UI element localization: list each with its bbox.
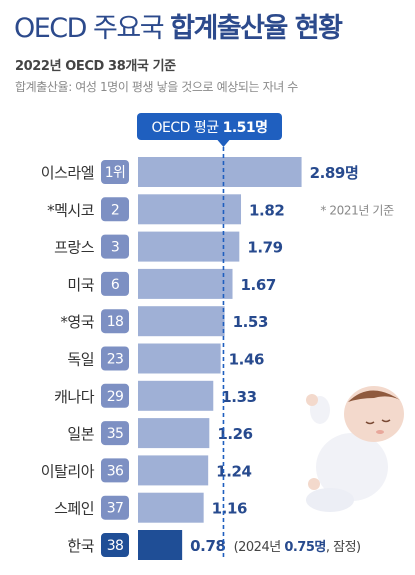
- title-light-part: OECD 주요국: [14, 13, 165, 44]
- rank-label: 29: [107, 389, 124, 405]
- rank-badge: [101, 533, 129, 557]
- category-label: *멕시코: [47, 201, 94, 219]
- category-label: 이스라엘: [41, 164, 94, 182]
- rank-badge: [101, 421, 129, 446]
- annotation-note: (2024년 0.75명, 잠정): [234, 539, 361, 555]
- bar: [138, 157, 302, 187]
- rank-label: 6: [111, 277, 120, 293]
- value-label: 1.46: [229, 351, 264, 369]
- definition-note: 합계출산율: 여성 1명이 평생 낳을 것으로 예상되는 자녀 수: [15, 80, 298, 94]
- category-label: 프랑스: [54, 239, 95, 257]
- category-label: 일본: [67, 425, 94, 443]
- value-label: 1.16: [212, 500, 247, 518]
- bar: [138, 492, 204, 523]
- rank-badge: [101, 271, 129, 296]
- oecd-average-label: OECD 평균 1.51명: [151, 119, 267, 136]
- category-label: *영국: [60, 313, 94, 331]
- rank-label: 2: [111, 202, 119, 218]
- bar: [138, 380, 214, 411]
- rank-label: 36: [107, 463, 124, 479]
- rank-label: 37: [107, 501, 124, 517]
- value-label: 1.24: [216, 462, 251, 480]
- category-label: 한국: [67, 537, 94, 555]
- value-label: 1.33: [221, 388, 256, 406]
- value-label: 1.82: [249, 201, 284, 219]
- bar: [138, 455, 209, 486]
- oecd-average-pointer: [217, 140, 230, 147]
- category-label: 미국: [67, 276, 94, 294]
- category-label: 독일: [67, 351, 94, 369]
- rank-label: 3: [111, 240, 119, 256]
- bar: [138, 231, 240, 262]
- rank-badge: [101, 309, 129, 334]
- category-label: 캐나다: [54, 388, 95, 406]
- chart-subtitle: 2022년 OECD 38개국 기준: [15, 59, 176, 74]
- rank-badge: [101, 495, 129, 520]
- category-label: 이탈리아: [41, 462, 95, 480]
- title-bold-part: 합계출산율 현황: [170, 13, 343, 44]
- chart-title: OECD 주요국 합계출산율 현황: [14, 6, 343, 45]
- bar: [138, 306, 225, 337]
- rank-label: 38: [107, 538, 124, 554]
- value-label: 1.53: [233, 313, 268, 331]
- rank-label: 23: [107, 352, 124, 368]
- rank-badge: [101, 346, 129, 371]
- rank-badge: [101, 458, 129, 483]
- value-label: 2.89명: [310, 164, 359, 182]
- bar: [138, 268, 233, 299]
- bar: [138, 418, 210, 449]
- rank-label: 1위: [105, 165, 126, 181]
- rank-badge: [101, 234, 129, 259]
- rank-badge: [101, 383, 129, 408]
- rank-label: 35: [107, 426, 124, 442]
- value-label: 1.26: [217, 425, 252, 443]
- annotation-note: * 2021년 기준: [320, 203, 394, 217]
- baby-illustration: [306, 386, 404, 512]
- oecd-average-box: [137, 113, 282, 140]
- rank-badge: [101, 160, 129, 184]
- bar: [138, 343, 221, 374]
- value-label: 0.78: [190, 537, 225, 555]
- bar: [138, 194, 242, 225]
- rank-label: 18: [107, 314, 124, 330]
- bar: [138, 530, 183, 560]
- value-label: 1.79: [247, 239, 282, 257]
- rank-badge: [101, 197, 129, 222]
- category-label: 스페인: [54, 500, 94, 518]
- value-label: 1.67: [241, 276, 276, 294]
